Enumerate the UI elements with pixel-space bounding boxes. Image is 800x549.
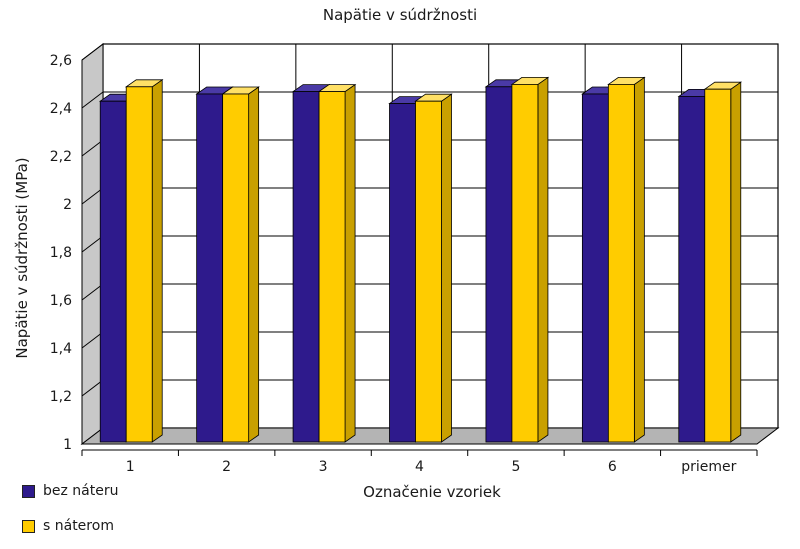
bar-s-naterom [125,86,153,443]
legend-swatch-s-naterom [22,519,35,533]
bar-bez-nateru [678,96,706,443]
y-tick-label: 1,2 [50,389,72,405]
bar-s-naterom [415,100,442,443]
bar-s-naterom-side [537,76,549,443]
y-tick-label: 2,6 [50,53,72,69]
legend-swatch-bez-nateru [22,484,35,498]
legend-item-bez-nateru: bez náteru [22,483,118,499]
x-tick-label: 2 [222,459,231,475]
y-tick-label: 1,6 [50,293,72,309]
bar-s-naterom-side [730,81,742,443]
bar-s-naterom-side [151,79,163,443]
x-axis-label: Označenie vzoriek [363,483,501,501]
bar-bez-nateru [196,93,224,443]
x-tick-label: priemer [681,459,736,475]
bar-s-naterom [318,91,346,443]
bar-s-naterom-side [248,86,260,443]
bar-s-naterom-side [633,76,645,443]
bar-s-naterom [511,84,539,443]
y-axis-label: Napätie v súdržnosti (MPa) [13,157,31,358]
bar-s-naterom [704,88,732,443]
bar-bez-nateru [292,91,320,443]
gridline-y-side [81,91,104,109]
gridline-y-side [81,187,104,205]
gridline-y-side [81,235,104,253]
x-tick-label: 4 [415,459,424,475]
x-tick-label: 5 [511,459,520,475]
bar-s-naterom-side [441,93,452,443]
gridline-y-side [81,43,104,61]
x-tick-label: 3 [319,459,328,475]
bar-bez-nateru [99,100,127,443]
bar-bez-nateru [581,93,609,443]
chart-title: Napätie v súdržnosti [322,6,478,24]
gridline-y-side [81,379,104,397]
x-tick-label: 1 [126,459,135,475]
y-tick-label: 2,4 [50,101,72,117]
gridline-y-side [81,139,104,157]
y-tick-label: 2 [63,197,72,213]
legend-item-s-naterom: s náterom [22,518,114,534]
gridline-y-side [81,331,104,349]
y-tick-label: 2,2 [50,149,72,165]
x-tick-label: 6 [608,459,617,475]
bar-s-naterom-side [344,83,356,443]
bar-s-naterom [607,84,635,443]
bar-bez-nateru [389,103,416,443]
legend-label-bez-nateru: bez náteru [43,483,119,499]
y-tick-label: 1 [63,437,72,453]
y-tick-label: 1,8 [50,245,72,261]
legend-label-s-naterom: s náterom [43,518,114,534]
gridline-y-side [81,283,104,301]
y-tick-label: 1,4 [50,341,72,357]
bar-bez-nateru [485,86,513,443]
bar-s-naterom [222,93,250,443]
